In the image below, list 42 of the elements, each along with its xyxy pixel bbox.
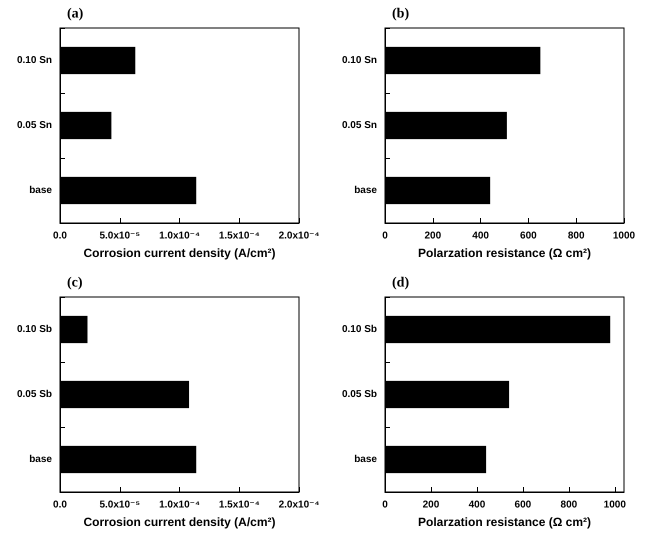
- x-tick-label: 200: [424, 230, 442, 242]
- x-axis-title: Polarzation resistance (Ω cm²): [418, 246, 592, 260]
- x-axis-title: Corrosion current density (A/cm²): [83, 246, 276, 260]
- chart-title: (c): [67, 276, 83, 290]
- x-tick-label: 800: [568, 230, 585, 242]
- x-tick-label: 0.0: [53, 230, 68, 242]
- y-tick-label: 0.10 Sn: [16, 55, 52, 66]
- x-tick-label: 400: [472, 230, 490, 242]
- y-tick-label: 0.05 Sb: [342, 389, 377, 400]
- x-tick-label: 5.0x10⁻⁵: [99, 500, 140, 510]
- x-tick-label: 800: [560, 500, 578, 510]
- x-tick-label: 2.0x10⁻⁴: [278, 500, 320, 510]
- y-tick-label: 0.05 Sn: [16, 120, 52, 131]
- x-tick-label: 5.0x10⁻⁵: [99, 230, 140, 242]
- x-tick-label: 1.5x10⁻⁴: [218, 500, 260, 510]
- y-tick-label: 0.10 Sn: [342, 55, 377, 66]
- y-tick-label: 0.05 Sb: [16, 389, 52, 400]
- x-tick-label: 1.0x10⁻⁴: [159, 230, 200, 242]
- x-axis-title: Polarzation resistance (Ω cm²): [418, 515, 592, 529]
- x-tick-label: 2.0x10⁻⁴: [278, 230, 320, 242]
- y-tick-label: base: [29, 454, 52, 465]
- x-tick-label: 1000: [612, 230, 636, 242]
- x-tick-label: 0.0: [53, 500, 68, 510]
- y-tick-label: 0.10 Sb: [342, 324, 377, 335]
- y-tick-label: base: [29, 185, 52, 196]
- y-tick-label: base: [354, 454, 378, 465]
- x-tick-label: 600: [514, 500, 532, 510]
- x-tick-label: 1.5x10⁻⁴: [218, 230, 260, 242]
- x-tick-label: 400: [468, 500, 486, 510]
- x-tick-label: 0: [382, 230, 388, 242]
- x-tick-label: 0: [382, 500, 388, 510]
- chart-title: (a): [67, 6, 84, 22]
- chart-title: (d): [392, 276, 410, 290]
- chart-title: (b): [392, 6, 410, 22]
- x-tick-label: 1000: [604, 500, 626, 510]
- y-tick-label: base: [354, 185, 378, 196]
- y-tick-label: 0.05 Sn: [342, 120, 377, 131]
- x-tick-label: 200: [422, 500, 440, 510]
- y-tick-label: 0.10 Sb: [16, 324, 52, 335]
- x-tick-label: 1.0x10⁻⁴: [159, 500, 200, 510]
- x-axis-title: Corrosion current density (A/cm²): [83, 515, 276, 529]
- x-tick-label: 600: [520, 230, 538, 242]
